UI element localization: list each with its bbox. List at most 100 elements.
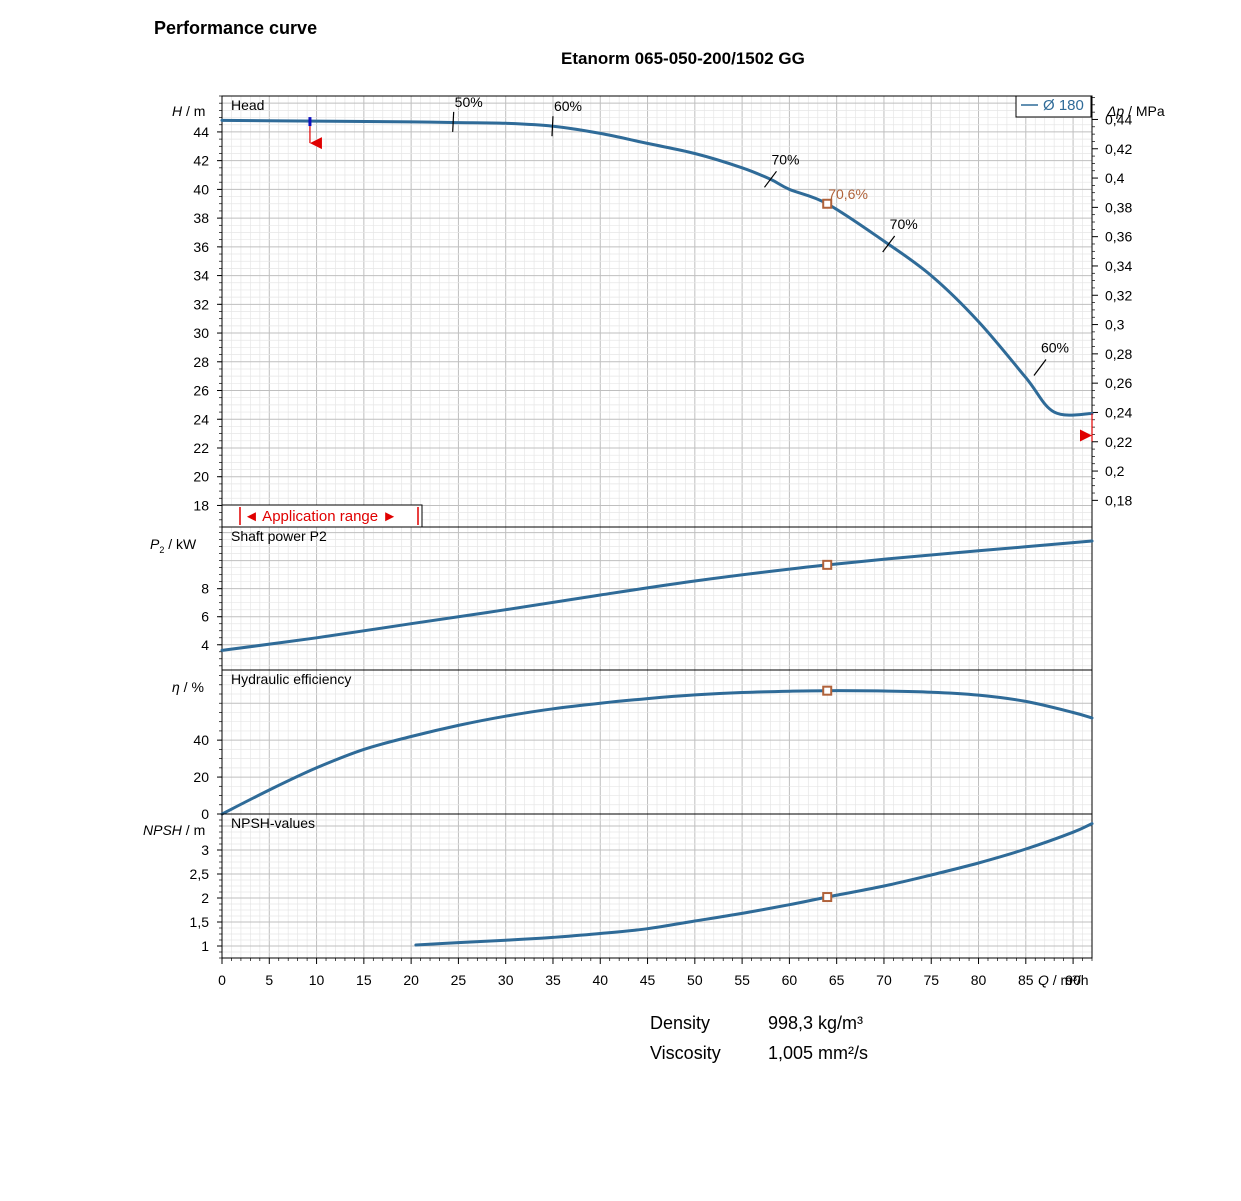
right-tick-label: 0,32: [1105, 287, 1132, 303]
x-axis-label: Q / m³/h: [1038, 972, 1089, 988]
x-tick-label: 60: [782, 972, 798, 988]
x-tick-label: 30: [498, 972, 514, 988]
right-tick-label: 0,2: [1105, 463, 1125, 479]
y-tick-label: 1,5: [190, 914, 210, 930]
y-axis-label-npsh: NPSH / m: [143, 822, 205, 838]
y-axis-label-efficiency: η / %: [172, 679, 204, 695]
legend-label: Ø 180: [1043, 97, 1084, 114]
curve-npsh: [414, 822, 1094, 947]
x-tick-label: 45: [640, 972, 656, 988]
curve-efficiency: [220, 689, 1094, 816]
iso-efficiency-label: 70%: [890, 216, 918, 232]
x-tick-label: 75: [923, 972, 939, 988]
iso-efficiency-label: 60%: [1041, 340, 1069, 356]
duty-point-efficiency-label: 70,6%: [828, 186, 868, 202]
curve-power: [220, 539, 1094, 652]
y-tick-label: 30: [193, 325, 209, 341]
y-tick-label: 34: [193, 268, 209, 284]
right-tick-label: 0,34: [1105, 258, 1132, 274]
duty-point-marker: [822, 559, 833, 570]
x-tick-label: 5: [265, 972, 273, 988]
x-tick-label: 25: [451, 972, 467, 988]
panel-title-npsh: NPSH-values: [231, 815, 315, 831]
page-title: Performance curve: [154, 18, 318, 38]
y-tick-label: 18: [193, 497, 209, 513]
grid: [221, 95, 1093, 959]
panel-title-head: Head: [231, 97, 264, 113]
iso-efficiency-label: 50%: [455, 94, 483, 110]
chart-title: Etanorm 065-050-200/1502 GG: [561, 49, 805, 68]
x-tick-label: 85: [1018, 972, 1034, 988]
y-tick-label: 24: [193, 411, 209, 427]
y-tick-label: 2,5: [190, 866, 210, 882]
curve-head: [220, 118, 1094, 417]
right-tick-label: 0,44: [1105, 111, 1132, 127]
viscosity-row: Viscosity 1,005 mm²/s: [650, 1041, 868, 1071]
x-tick-label: 70: [876, 972, 892, 988]
y-tick-label: 4: [201, 637, 209, 653]
right-tick-label: 0,18: [1105, 492, 1132, 508]
right-tick-label: 0,3: [1105, 317, 1125, 333]
y-tick-label: 1: [201, 938, 209, 954]
application-range-label: ◄ Application range ►: [244, 508, 397, 525]
duty-point-marker: [822, 198, 833, 209]
y-tick-label: 8: [201, 581, 209, 597]
iso-efficiency-tick: [1033, 359, 1047, 376]
max-flow-arrow: [1080, 429, 1092, 442]
duty-point-marker: [822, 892, 833, 903]
y-tick-label: 40: [193, 732, 209, 748]
iso-efficiency-tick: [551, 116, 554, 137]
x-tick-label: 80: [971, 972, 987, 988]
x-tick-label: 90: [1065, 972, 1081, 988]
viscosity-label: Viscosity: [650, 1042, 721, 1063]
density-value: 998,3 kg/m³: [768, 1012, 864, 1033]
right-tick-label: 0,42: [1105, 141, 1132, 157]
x-tick-label: 15: [356, 972, 372, 988]
right-tick-label: 0,36: [1105, 229, 1132, 245]
y-tick-label: 40: [193, 181, 209, 197]
iso-efficiency-tick: [452, 111, 455, 132]
y-tick-label: 2: [201, 890, 209, 906]
y-tick-label: 20: [193, 469, 209, 485]
y-tick-label: 20: [193, 769, 209, 785]
x-tick-label: 65: [829, 972, 845, 988]
x-tick-label: 55: [734, 972, 750, 988]
y-tick-label: 3: [201, 842, 209, 858]
right-tick-label: 0,38: [1105, 199, 1132, 215]
y-tick-label: 32: [193, 296, 209, 312]
duty-point-marker: [822, 685, 833, 696]
application-range: ◄ Application range ►: [221, 504, 423, 528]
x-tick-label: 35: [545, 972, 561, 988]
fluid-properties: Density 998,3 kg/m³ Viscosity 1,005 mm²/…: [650, 1011, 868, 1071]
right-tick-label: 0,4: [1105, 170, 1125, 186]
x-tick-label: 50: [687, 972, 703, 988]
y-tick-label: 22: [193, 440, 209, 456]
legend: Ø 180: [1015, 95, 1092, 118]
right-tick-label: 0,24: [1105, 404, 1132, 420]
y-tick-label: 26: [193, 383, 209, 399]
application-range-box: [221, 504, 423, 528]
iso-efficiency-tick: [763, 170, 777, 188]
y-axis-label-head: H / m: [172, 103, 205, 119]
y-tick-label: 36: [193, 239, 209, 255]
y-tick-label: 28: [193, 354, 209, 370]
x-tick-label: 0: [218, 972, 226, 988]
right-tick-label: 0,26: [1105, 375, 1132, 391]
iso-efficiency-tick: [882, 235, 896, 253]
right-tick-label: 0,28: [1105, 346, 1132, 362]
iso-efficiency-label: 60%: [554, 98, 582, 114]
right-axis-label: Δp / MPa: [1106, 103, 1165, 119]
y-tick-label: 0: [201, 806, 209, 822]
panel-title-efficiency: Hydraulic efficiency: [231, 671, 351, 687]
density-row: Density 998,3 kg/m³: [650, 1011, 868, 1041]
y-tick-label: 42: [193, 153, 209, 169]
x-tick-label: 40: [592, 972, 608, 988]
y-tick-label: 6: [201, 609, 209, 625]
x-tick-label: 10: [309, 972, 325, 988]
x-tick-label: 20: [403, 972, 419, 988]
panel-title-power: Shaft power P2: [231, 528, 327, 544]
min-flow-arrow: [309, 137, 322, 150]
density-label: Density: [650, 1012, 711, 1033]
viscosity-value: 1,005 mm²/s: [768, 1042, 869, 1063]
